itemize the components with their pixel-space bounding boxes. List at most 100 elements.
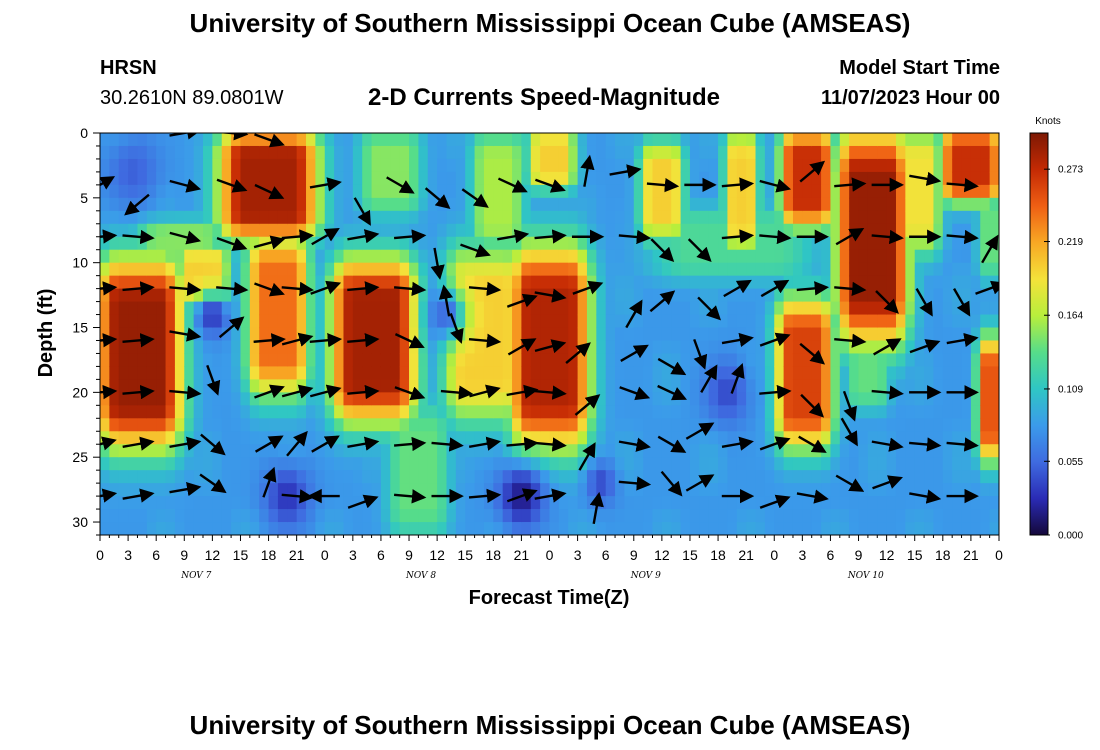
- heat-cell: [409, 405, 419, 419]
- heat-cell: [231, 457, 242, 471]
- heat-cell: [802, 340, 813, 355]
- heat-cell: [128, 327, 139, 342]
- heat-cell: [306, 314, 316, 329]
- colorbar-tick-label: 0.164: [1058, 311, 1083, 322]
- heat-cell: [109, 288, 120, 303]
- heat-cell: [989, 171, 999, 186]
- heat-cell: [755, 327, 766, 342]
- heat-cell: [783, 210, 794, 225]
- heat-cell: [708, 210, 719, 225]
- heat-cell: [146, 509, 157, 523]
- heat-cell: [671, 457, 682, 471]
- heat-cell: [324, 405, 335, 419]
- heat-cell: [708, 340, 719, 355]
- heat-cell: [989, 223, 999, 238]
- x-tick-label: 0: [770, 547, 778, 563]
- heat-cell: [540, 444, 551, 458]
- heat-cell: [390, 301, 401, 316]
- current-vector: [393, 436, 427, 452]
- heat-cell: [643, 509, 654, 523]
- heat-cell: [277, 444, 288, 458]
- heat-cell: [128, 392, 139, 406]
- heat-cell: [746, 210, 757, 225]
- heat-cell: [100, 301, 110, 316]
- heat-cell: [718, 145, 729, 160]
- heat-cell: [390, 327, 401, 342]
- heat-cell: [802, 158, 813, 173]
- heat-cell: [446, 444, 457, 458]
- heat-cell: [165, 236, 176, 251]
- heat-cell: [989, 470, 999, 484]
- heat-cell: [755, 470, 766, 484]
- heat-cell: [268, 275, 279, 290]
- heat-cell: [989, 340, 999, 355]
- heat-cell: [437, 314, 448, 329]
- heat-cell: [343, 418, 354, 432]
- heat-cell: [521, 444, 532, 458]
- heat-cell: [540, 509, 551, 523]
- heat-cell: [390, 223, 401, 238]
- heat-cell: [249, 405, 260, 419]
- heat-cell: [586, 184, 597, 199]
- heat-cell: [671, 327, 682, 342]
- current-vector: [100, 436, 117, 451]
- heat-cell: [203, 197, 213, 212]
- heat-cell: [736, 262, 747, 277]
- heat-cell: [830, 262, 841, 277]
- heat-cell: [483, 405, 494, 419]
- heat-cell: [830, 522, 841, 535]
- heat-cell: [989, 133, 999, 147]
- heat-cell: [980, 392, 991, 406]
- heat-cell: [633, 509, 644, 523]
- heat-cell: [409, 288, 419, 303]
- heat-cell: [212, 314, 223, 329]
- heat-cell: [924, 444, 935, 458]
- heat-cell: [970, 288, 981, 303]
- heat-cell: [792, 133, 803, 147]
- heat-cell: [409, 133, 419, 147]
- heat-cell: [624, 301, 635, 316]
- heat-cell: [886, 379, 897, 393]
- heat-cell: [727, 470, 738, 484]
- heat-cell: [512, 405, 523, 419]
- heat-cell: [680, 470, 691, 484]
- heat-cell: [128, 353, 139, 368]
- heat-cell: [596, 236, 607, 251]
- heat-cell: [727, 288, 738, 303]
- heat-cell: [380, 353, 391, 368]
- heat-cell: [306, 392, 316, 406]
- heat-cell: [886, 483, 897, 497]
- heat-cell: [718, 249, 729, 264]
- heat-cell: [306, 158, 316, 173]
- heat-cell: [268, 392, 279, 406]
- heat-cell: [549, 133, 560, 147]
- heat-cell: [521, 470, 532, 484]
- heat-cell: [296, 158, 307, 173]
- heat-cell: [727, 236, 738, 251]
- current-vector: [100, 488, 118, 503]
- heat-cell: [362, 509, 373, 523]
- heat-cell: [259, 431, 270, 445]
- heat-cell: [380, 262, 391, 277]
- heat-cell: [680, 431, 691, 445]
- heat-cell: [287, 392, 298, 406]
- heat-cell: [521, 327, 532, 342]
- heat-cell: [624, 431, 635, 445]
- heat-cell: [849, 133, 860, 147]
- heat-cell: [259, 470, 270, 484]
- heat-cell: [689, 353, 700, 368]
- heat-cell: [577, 171, 588, 186]
- heat-cell: [306, 444, 316, 458]
- heat-cell: [989, 405, 999, 419]
- heat-cell: [933, 197, 944, 212]
- heat-cell: [277, 249, 288, 264]
- heat-cell: [718, 262, 729, 277]
- heat-cell: [689, 249, 700, 264]
- heat-cell: [483, 444, 494, 458]
- heat-cell: [783, 457, 794, 471]
- heat-cell: [324, 366, 335, 380]
- heat-cell: [165, 496, 176, 510]
- heat-cell: [661, 275, 672, 290]
- heat-cell: [652, 353, 663, 368]
- heat-cell: [512, 262, 523, 277]
